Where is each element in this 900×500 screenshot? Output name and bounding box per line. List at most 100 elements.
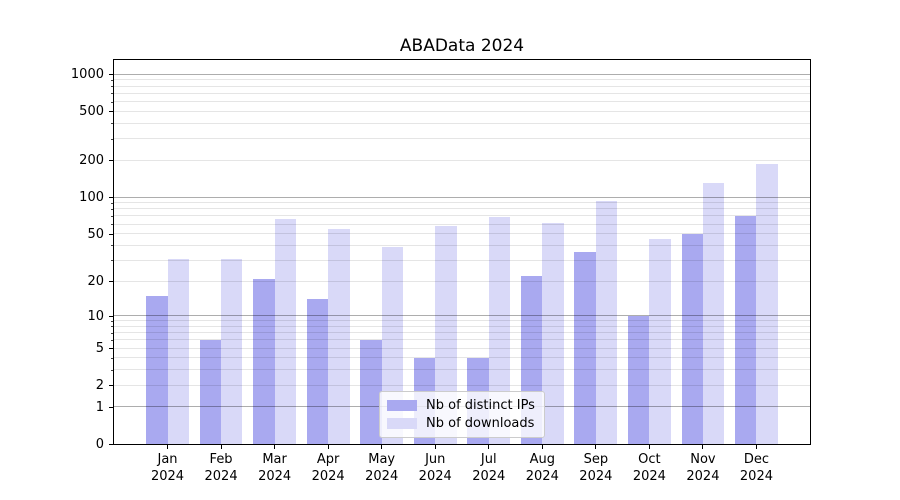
bar-downloads-jul <box>488 217 511 444</box>
gridline-minor <box>114 215 810 217</box>
y-tick-label-0: 0 <box>95 437 104 452</box>
chart-title: ABAData 2024 <box>399 36 525 56</box>
bar-downloads-dec <box>756 164 778 444</box>
gridline-minor <box>114 159 810 161</box>
x-tick-mark <box>220 445 222 449</box>
x-tick-mark <box>327 445 329 449</box>
y-tick-label-1000: 1000 <box>70 67 104 83</box>
y-tick-label-1: 1 <box>95 399 104 415</box>
y-minor-tick-mark <box>111 245 113 247</box>
y-minor-tick-mark <box>111 86 113 88</box>
gridline-minor <box>114 208 810 210</box>
gridline-minor <box>114 244 810 246</box>
bar-downloads-apr <box>328 228 350 444</box>
gridline-minor <box>114 369 810 371</box>
y-tick-mark <box>109 385 113 387</box>
y-minor-tick-mark <box>111 369 113 371</box>
x-tick-label-apr: Apr 2024 <box>311 452 345 484</box>
y-tick-mark <box>109 315 113 317</box>
x-tick-label-jul: Jul 2024 <box>472 452 506 484</box>
y-minor-tick-mark <box>111 123 113 125</box>
x-tick-label-aug: Aug 2024 <box>525 452 559 484</box>
gridline-minor <box>114 332 810 334</box>
bar-downloads-nov <box>702 183 725 444</box>
y-tick-mark <box>109 233 113 235</box>
bar-distinct-ips-nov <box>681 233 703 444</box>
y-tick-mark <box>109 111 113 113</box>
bar-distinct-ips-sep <box>574 252 596 444</box>
y-minor-tick-mark <box>111 215 113 217</box>
gridline-minor <box>114 79 810 81</box>
y-minor-tick-mark <box>111 357 113 359</box>
x-tick-label-jan: Jan 2024 <box>150 452 185 484</box>
x-tick-mark <box>541 445 543 449</box>
x-tick-mark <box>274 445 276 449</box>
x-tick-mark <box>702 445 704 449</box>
y-minor-tick-mark <box>111 101 113 103</box>
plot-area: 0 1 2 5 10 20 50 100 200 500 1000 Jan 2024 Feb 2024 Ma… <box>71 59 811 484</box>
bar-downloads-aug <box>542 223 564 444</box>
legend-row-distinct-ips: Nb of distinct IPs <box>387 398 537 413</box>
legend-label-downloads: Nb of downloads <box>426 416 535 431</box>
bar-downloads-jun <box>435 225 457 444</box>
y-tick-label-2: 2 <box>95 378 104 394</box>
gridline-minor <box>114 357 810 359</box>
y-tick-label-100: 100 <box>79 190 104 206</box>
x-tick-mark <box>595 445 597 449</box>
y-minor-tick-mark <box>111 93 113 95</box>
x-tick-mark <box>434 445 436 449</box>
x-tick-label-sep: Sep 2024 <box>579 452 613 484</box>
x-tick-label-dec: Dec 2024 <box>739 452 773 484</box>
x-tick-mark <box>755 445 757 449</box>
y-tick-label-20: 20 <box>87 274 104 290</box>
legend: Nb of distinct IPs Nb of downloads <box>379 391 545 438</box>
gridline-minor <box>114 325 810 327</box>
bar-downloads-mar <box>274 219 297 444</box>
bar-downloads-feb <box>221 258 243 444</box>
x-tick-label-jun: Jun 2024 <box>418 452 452 484</box>
gridline-minor <box>114 339 810 341</box>
y-tick-label-50: 50 <box>87 226 104 242</box>
gridline-minor <box>114 101 810 103</box>
y-minor-tick-mark <box>111 208 113 210</box>
y-tick-mark <box>109 281 113 283</box>
x-tick-label-mar: Mar 2024 <box>258 452 292 484</box>
gridline-major <box>114 73 810 75</box>
y-minor-tick-mark <box>111 79 113 81</box>
x-tick-label-oct: Oct 2024 <box>632 452 666 484</box>
legend-label-distinct-ips: Nb of distinct IPs <box>426 398 535 413</box>
gridline-minor <box>114 110 810 112</box>
bar-downloads-jan <box>167 258 189 444</box>
gridline-minor <box>114 384 810 386</box>
x-tick-mark <box>648 445 650 449</box>
y-minor-tick-mark <box>111 202 113 204</box>
gridline-minor <box>114 320 810 322</box>
bar-distinct-ips-dec <box>735 215 757 444</box>
gridline-major <box>114 196 810 198</box>
y-tick-mark <box>109 160 113 162</box>
x-tick-mark <box>381 445 383 449</box>
bar-distinct-ips-mar <box>253 278 275 444</box>
bar-distinct-ips-may <box>360 339 382 444</box>
y-minor-tick-mark <box>111 320 113 322</box>
y-tick-label-5: 5 <box>95 341 104 357</box>
gridline-major <box>114 315 810 317</box>
gridline-minor <box>114 259 810 261</box>
y-minor-tick-mark <box>111 339 113 341</box>
bar-distinct-ips-jan <box>146 295 168 444</box>
gridline-minor <box>114 92 810 94</box>
x-tick-mark <box>488 445 490 449</box>
y-minor-tick-mark <box>111 326 113 328</box>
bar-distinct-ips-apr <box>306 299 329 444</box>
bar-downloads-oct <box>649 239 671 444</box>
y-tick-mark <box>109 348 113 350</box>
gridline-minor <box>114 280 810 282</box>
y-tick-mark <box>109 197 113 199</box>
x-tick-mark <box>167 445 169 449</box>
gridline-minor <box>114 202 810 204</box>
gridline-minor <box>114 347 810 349</box>
y-tick-mark <box>109 74 113 76</box>
bar-downloads-sep <box>595 201 618 444</box>
y-minor-tick-mark <box>111 224 113 226</box>
